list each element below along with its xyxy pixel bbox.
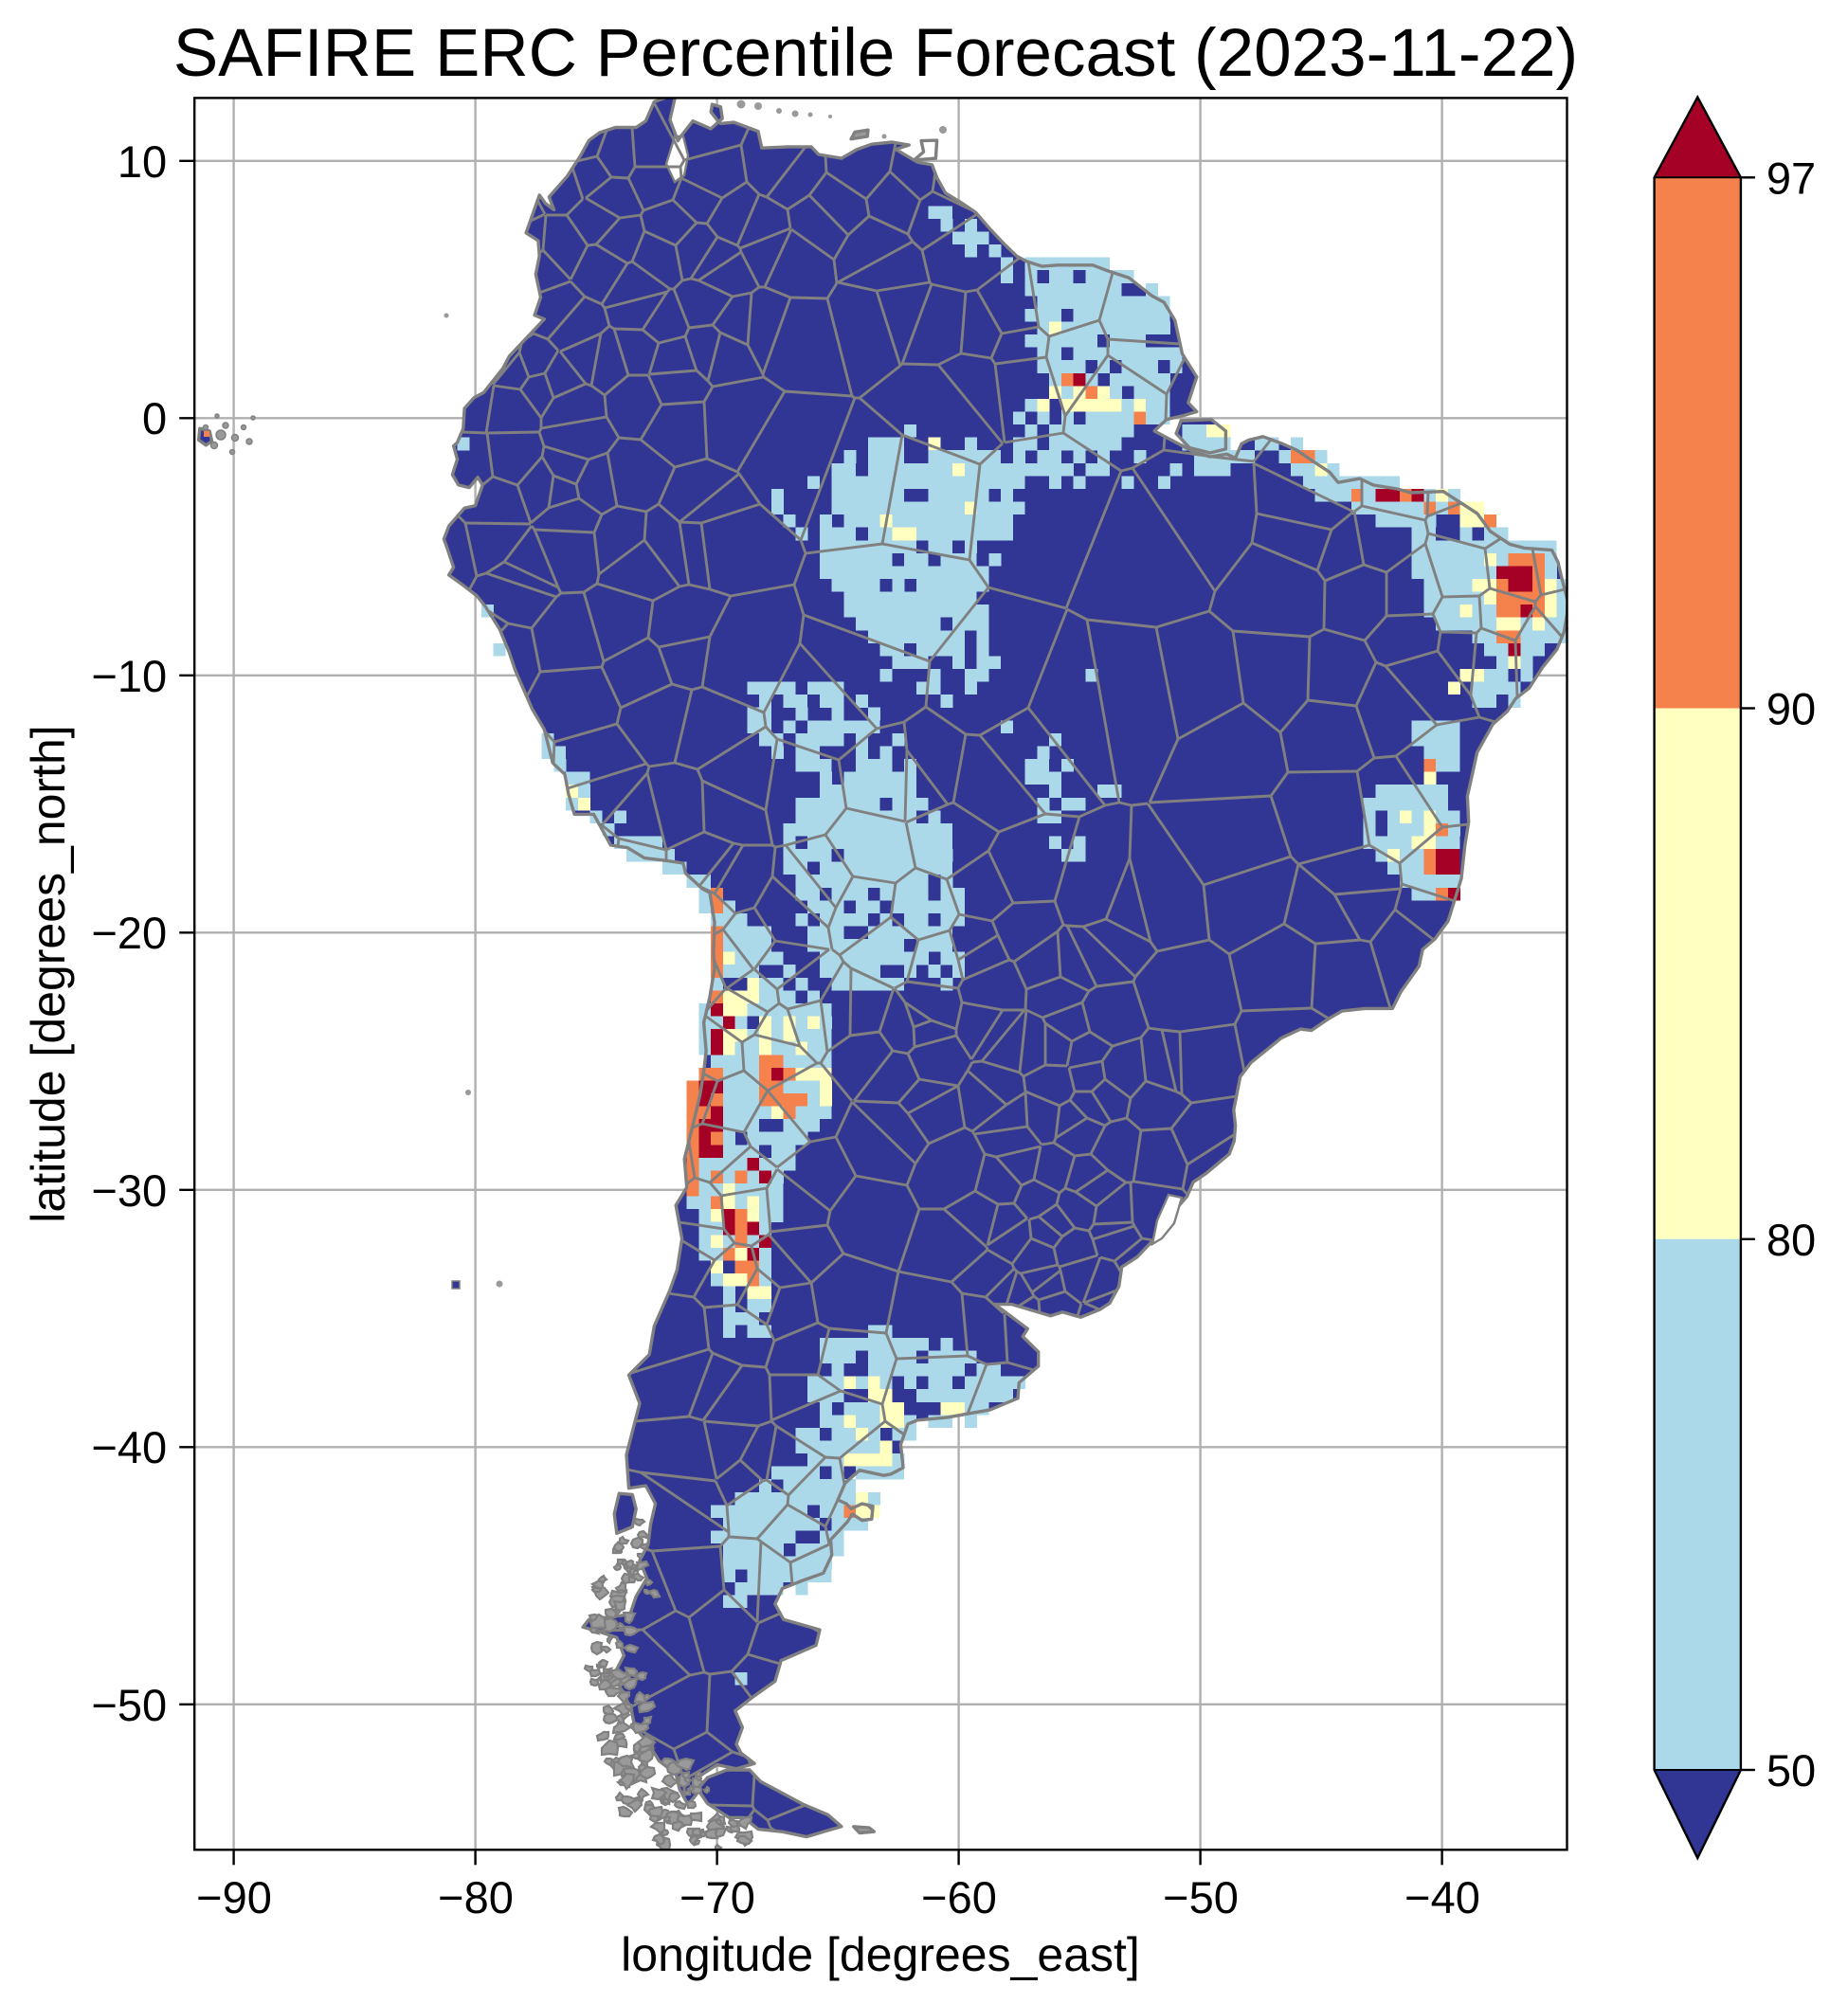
svg-text:−60: −60 <box>921 1872 997 1922</box>
svg-text:10: 10 <box>118 136 167 187</box>
svg-text:50: 50 <box>1766 1745 1816 1795</box>
svg-text:−10: −10 <box>91 651 167 701</box>
svg-text:SAFIRE ERC Percentile Forecast: SAFIRE ERC Percentile Forecast (2023-11-… <box>173 16 1578 91</box>
svg-text:97: 97 <box>1766 153 1816 203</box>
svg-text:0: 0 <box>142 393 167 443</box>
svg-text:−20: −20 <box>91 908 167 958</box>
svg-text:−50: −50 <box>91 1680 167 1730</box>
svg-text:−70: −70 <box>679 1872 755 1922</box>
svg-text:−30: −30 <box>91 1165 167 1216</box>
svg-text:latitude [degrees_north]: latitude [degrees_north] <box>22 725 75 1222</box>
svg-text:80: 80 <box>1766 1215 1816 1265</box>
svg-text:−50: −50 <box>1163 1872 1239 1922</box>
svg-text:−90: −90 <box>196 1872 272 1922</box>
svg-text:90: 90 <box>1766 684 1816 734</box>
svg-text:−40: −40 <box>1404 1872 1480 1922</box>
svg-text:−80: −80 <box>438 1872 514 1922</box>
svg-text:longitude [degrees_east]: longitude [degrees_east] <box>621 1928 1140 1981</box>
svg-text:−40: −40 <box>91 1422 167 1472</box>
